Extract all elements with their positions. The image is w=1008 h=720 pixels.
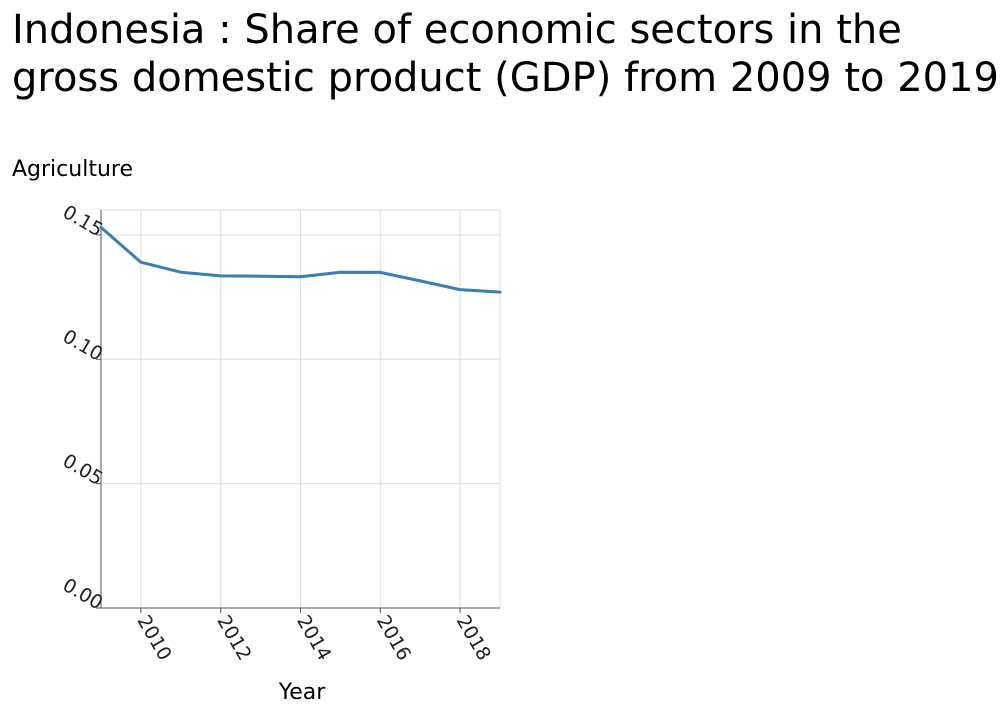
data-point <box>139 261 142 264</box>
data-point <box>379 271 382 274</box>
series-line-agriculture <box>99 225 502 294</box>
chart-title: Indonesia : Share of economic sectors in… <box>12 7 999 101</box>
y-axis-label: Agriculture <box>12 157 133 182</box>
x-tick-text: 2014 <box>292 612 335 665</box>
data-point <box>100 226 103 229</box>
data-point <box>419 279 422 282</box>
x-tick-label: 2018 <box>452 612 495 665</box>
x-tick-text: 2010 <box>133 612 176 665</box>
data-point <box>339 271 342 274</box>
x-tick-text: 2016 <box>372 612 415 665</box>
series-lines <box>99 225 502 294</box>
data-point <box>259 275 262 278</box>
data-point <box>499 291 502 294</box>
axes <box>96 210 500 613</box>
x-axis-label: Year <box>278 680 326 705</box>
x-tick-label: 2014 <box>292 612 335 665</box>
x-tick-label: 2012 <box>212 612 255 665</box>
data-point <box>179 271 182 274</box>
x-tick-text: 2018 <box>452 612 495 665</box>
data-point <box>219 274 222 277</box>
x-tick-text: 2012 <box>212 612 255 665</box>
data-point <box>299 275 302 278</box>
x-tick-label: 2016 <box>372 612 415 665</box>
grid-lines <box>101 209 501 609</box>
x-tick-label: 2010 <box>133 612 176 665</box>
data-point <box>459 288 462 291</box>
